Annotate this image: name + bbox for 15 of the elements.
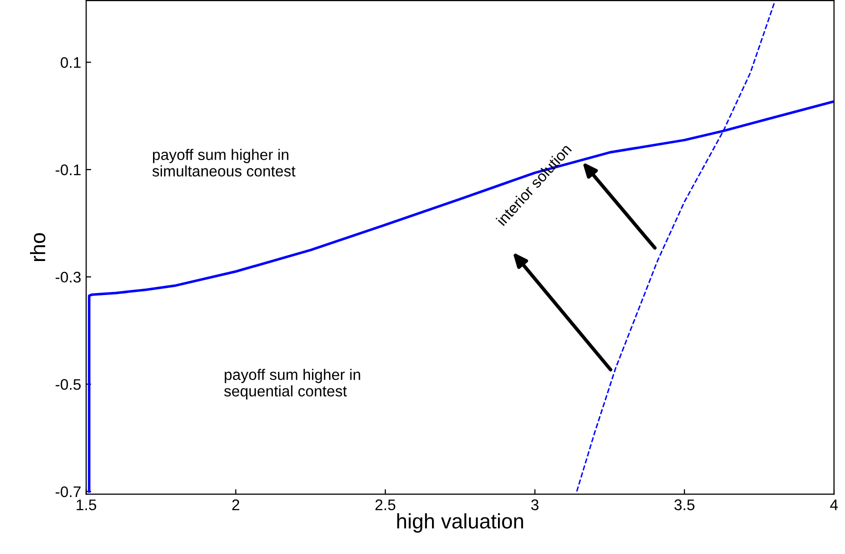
x-tick-label: 3 [531, 499, 538, 510]
x-tick-label: 3.5 [674, 499, 694, 510]
y-axis-title: rho [30, 233, 46, 262]
y-tick-label: -0.7 [56, 486, 81, 498]
y-tick-label: -0.3 [56, 272, 81, 283]
x-tick-label: 4 [830, 500, 838, 510]
y-tick-label: -0.1 [56, 164, 81, 176]
x-axis-title: high valuation [397, 513, 524, 533]
annotation: payoff sum higher in sequential contest [224, 368, 360, 400]
x-tick-label: 2.5 [375, 499, 396, 510]
y-tick-label: -0.5 [56, 379, 81, 390]
y-tick-label: 0.1 [60, 57, 81, 68]
x-tick-label: 2 [232, 499, 240, 510]
x-tick-label: 1.5 [76, 500, 96, 510]
annotation: payoff sum higher in simultaneous contest [152, 148, 296, 177]
